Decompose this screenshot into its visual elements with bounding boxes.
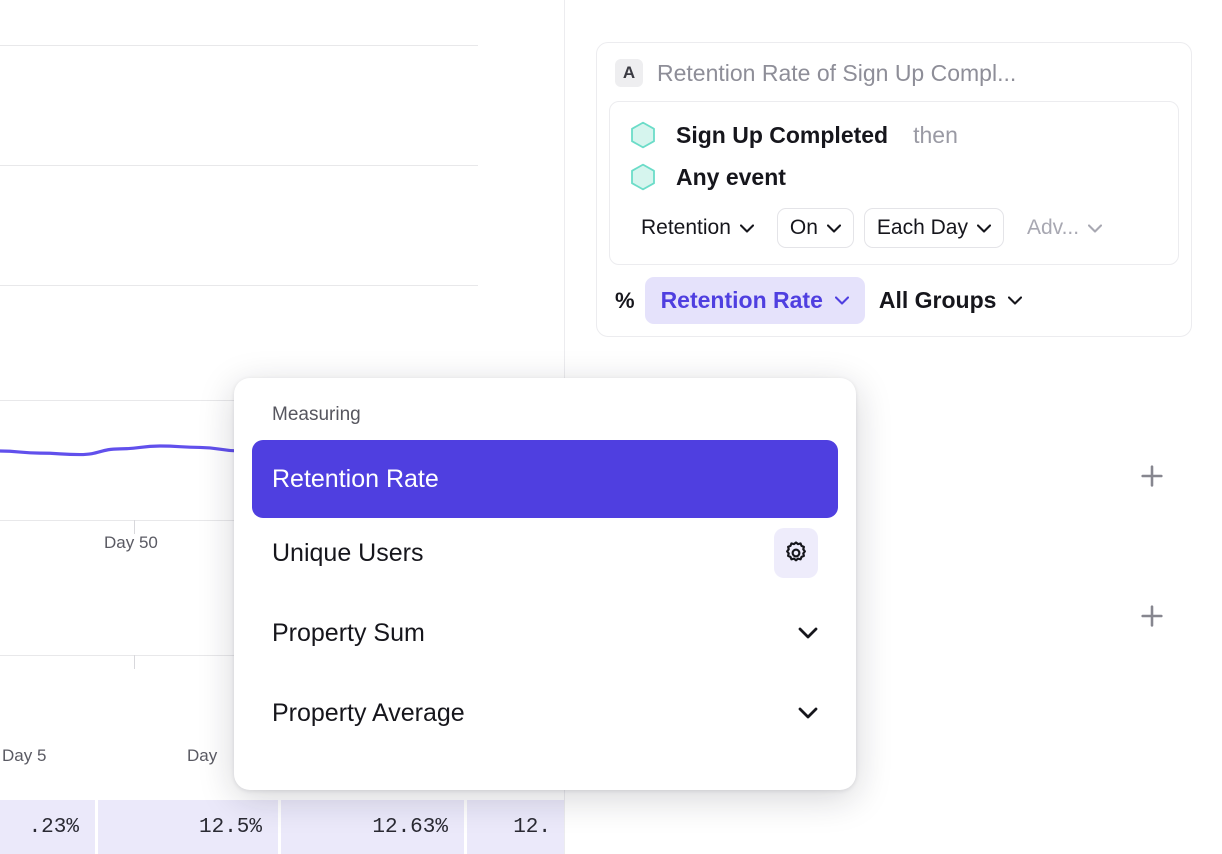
- add-step-button-2[interactable]: [1135, 599, 1169, 633]
- chevron-down-icon: [976, 223, 991, 233]
- control-adv[interactable]: Adv...: [1014, 208, 1115, 248]
- chevron-down-icon: [1088, 223, 1103, 233]
- control-each-day[interactable]: Each Day: [863, 208, 1004, 248]
- plus-icon: [1141, 465, 1163, 487]
- chevron-down-icon: [834, 296, 849, 305]
- query-card: A Retention Rate of Sign Up Compl... Sig…: [596, 42, 1192, 337]
- query-title-input[interactable]: Retention Rate of Sign Up Compl...: [657, 59, 1017, 86]
- measuring-value: Retention Rate: [660, 287, 823, 313]
- groups-value: All Groups: [878, 287, 997, 313]
- chart-gridline: [0, 165, 478, 166]
- chevron-down-icon: [798, 707, 818, 719]
- axis-label: Day 5: [2, 746, 47, 765]
- table-cell[interactable]: 12.: [467, 800, 564, 854]
- axis-tick: [134, 655, 135, 669]
- measuring-option-label: Property Average: [272, 698, 465, 727]
- measuring-menu-label: Measuring: [272, 404, 361, 425]
- measuring-option-label: Property Sum: [272, 618, 425, 647]
- axis-label: Day 50: [104, 533, 158, 552]
- groups-dropdown-trigger[interactable]: All Groups: [873, 277, 1029, 324]
- measuring-option-label: Retention Rate: [272, 464, 439, 493]
- measuring-dropdown-menu[interactable]: Measuring Retention Rate Unique Users Prop…: [234, 378, 856, 790]
- table-cell[interactable]: 12.5%: [98, 800, 278, 854]
- axis-tick: [134, 520, 135, 534]
- control-label: Adv...: [1026, 216, 1080, 239]
- plus-icon: [1141, 605, 1163, 627]
- event-suffix: then: [913, 121, 958, 148]
- measuring-dropdown-trigger[interactable]: Retention Rate: [644, 277, 865, 324]
- chart-gridline: [0, 45, 478, 46]
- control-on[interactable]: On: [776, 208, 854, 248]
- table-cell[interactable]: 12.63%: [281, 800, 464, 854]
- percent-icon: %: [615, 287, 635, 313]
- control-label: On: [789, 216, 818, 239]
- control-label: Retention: [641, 216, 731, 239]
- add-step-button-1[interactable]: [1135, 459, 1169, 493]
- chart-gridline: [0, 285, 478, 286]
- gear-icon-button[interactable]: [774, 528, 818, 578]
- measure-row: % Retention Rate All Groups: [597, 265, 1191, 324]
- chevron-down-icon: [1008, 296, 1023, 305]
- event-name: Any event: [676, 163, 786, 190]
- chevron-down-icon: [826, 223, 841, 233]
- hexagon-icon: [631, 121, 655, 149]
- measuring-option-retention-rate[interactable]: Retention Rate: [252, 440, 838, 518]
- chevron-down-icon: [798, 627, 818, 639]
- query-controls-row: Retention On Each Day Adv...: [610, 198, 1178, 250]
- retention-table-row[interactable]: .23% 12.5% 12.63% 12.: [0, 800, 564, 854]
- event-row[interactable]: Any event: [610, 156, 1178, 198]
- gear-icon: [786, 541, 806, 562]
- control-label: Each Day: [876, 216, 968, 239]
- event-definition-box: Sign Up Completed then Any event Retention…: [609, 101, 1179, 265]
- query-card-header: A Retention Rate of Sign Up Compl...: [597, 59, 1191, 101]
- control-retention[interactable]: Retention: [628, 208, 767, 248]
- measuring-option-unique-users[interactable]: Unique Users: [252, 524, 838, 582]
- measuring-option-property-sum[interactable]: Property Sum: [252, 604, 838, 662]
- measuring-option-label: Unique Users: [272, 538, 424, 567]
- chevron-down-icon: [739, 223, 754, 233]
- event-name: Sign Up Completed: [676, 121, 889, 148]
- axis-label: Day: [187, 746, 218, 765]
- hexagon-icon: [631, 163, 655, 191]
- measuring-option-property-average[interactable]: Property Average: [252, 684, 838, 742]
- table-cell[interactable]: .23%: [0, 800, 95, 854]
- query-letter-badge: A: [615, 59, 643, 87]
- event-row[interactable]: Sign Up Completed then: [610, 114, 1178, 156]
